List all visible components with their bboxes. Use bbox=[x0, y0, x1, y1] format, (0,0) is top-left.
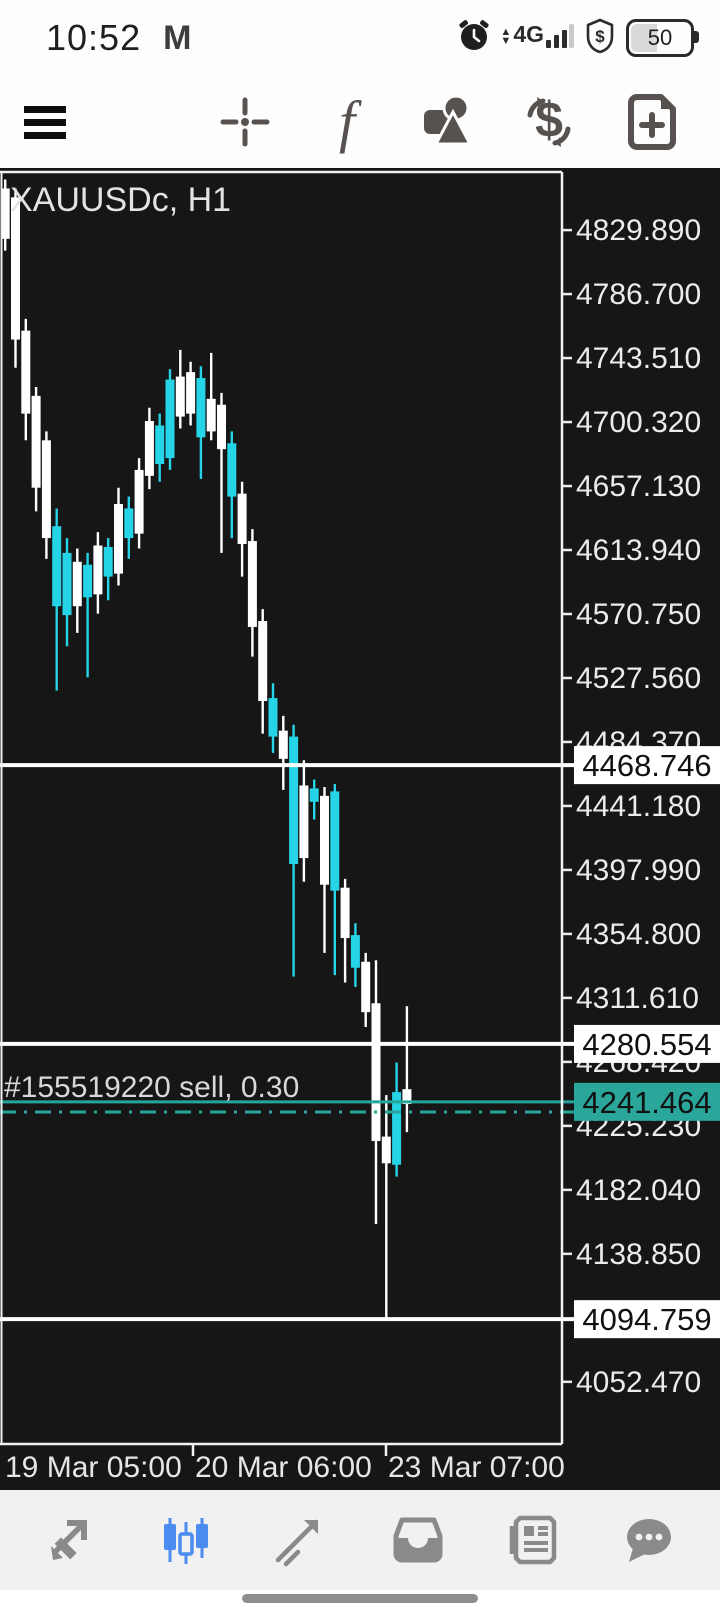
candle-body bbox=[11, 197, 20, 340]
price-badge-label: 4241.464 bbox=[582, 1085, 711, 1120]
price-badge bbox=[574, 1082, 720, 1121]
candle-body bbox=[330, 791, 340, 891]
time-tick-label: 19 Mar 05:00 bbox=[5, 1451, 182, 1484]
candle-body bbox=[52, 526, 62, 607]
price-tick-label: 4441.180 bbox=[576, 790, 701, 823]
candle-body bbox=[114, 504, 123, 574]
time-tick-label: 23 Mar 07:00 bbox=[388, 1451, 565, 1484]
menu-icon[interactable] bbox=[10, 76, 80, 168]
network-type-text: 4G bbox=[513, 20, 544, 47]
candle-body bbox=[186, 372, 196, 414]
candle-body bbox=[402, 1089, 412, 1104]
price-badge bbox=[574, 746, 720, 785]
price-tick-label: 4311.610 bbox=[576, 982, 699, 1015]
candle-body bbox=[83, 564, 93, 598]
price-badge bbox=[574, 1300, 720, 1339]
candle-body bbox=[62, 552, 72, 616]
candle-body bbox=[309, 788, 319, 802]
candle-body bbox=[103, 546, 113, 577]
chart-toolbar: f $ bbox=[0, 76, 720, 168]
candle-body bbox=[0, 188, 10, 239]
candle-body bbox=[237, 493, 247, 544]
chart-plot-area[interactable] bbox=[0, 168, 720, 1490]
candle-body bbox=[340, 887, 350, 939]
candle-body bbox=[227, 443, 237, 497]
status-bar: 10:52 M ▲ ▼ 4G $ 50 bbox=[0, 0, 720, 76]
price-tick-label: 4354.800 bbox=[576, 918, 701, 951]
candle-body bbox=[124, 508, 134, 539]
candle-body bbox=[392, 1092, 402, 1165]
candle-body bbox=[93, 545, 103, 595]
nav-quotes-icon[interactable] bbox=[26, 1504, 116, 1576]
time-tick-label: 20 Mar 06:00 bbox=[195, 1451, 372, 1484]
signal-bars-icon: ▲ ▼ 4G bbox=[500, 21, 574, 56]
candle-body bbox=[41, 440, 51, 539]
indicators-f-icon[interactable]: f bbox=[338, 89, 356, 154]
gmail-notification-icon: M bbox=[163, 18, 192, 57]
crosshair-icon[interactable] bbox=[210, 76, 280, 168]
candle-body bbox=[72, 561, 82, 607]
candle-body bbox=[134, 469, 144, 534]
candle-body bbox=[381, 1136, 391, 1164]
new-order-icon[interactable] bbox=[616, 76, 690, 168]
price-badge-label: 4094.759 bbox=[582, 1302, 711, 1337]
symbol-timeframe-label: XAUUSDc, H1 bbox=[10, 181, 232, 219]
nav-messages-icon[interactable] bbox=[604, 1504, 694, 1576]
price-badge bbox=[574, 1024, 720, 1063]
candle-body bbox=[371, 1003, 381, 1142]
candle-body bbox=[350, 935, 360, 968]
candle-body bbox=[278, 730, 288, 759]
candle-body bbox=[320, 795, 329, 885]
candle-body bbox=[258, 621, 268, 702]
bottom-nav-bar bbox=[0, 1490, 720, 1590]
price-tick-label: 4613.940 bbox=[576, 534, 701, 567]
candle-body bbox=[31, 395, 41, 488]
nav-news-icon[interactable] bbox=[489, 1504, 579, 1576]
candle-body bbox=[144, 421, 154, 476]
candle-body bbox=[299, 785, 309, 859]
candle-body bbox=[206, 398, 216, 432]
price-tick-label: 4829.890 bbox=[576, 214, 701, 247]
alarm-icon bbox=[457, 19, 491, 58]
candle-body bbox=[21, 330, 31, 414]
price-tick-label: 4527.560 bbox=[576, 662, 701, 695]
price-tick-label: 4657.130 bbox=[576, 470, 701, 503]
price-tick-label: 4397.990 bbox=[576, 854, 701, 887]
nav-history-icon[interactable] bbox=[373, 1504, 463, 1576]
nav-charts-icon[interactable] bbox=[141, 1504, 231, 1576]
gesture-area bbox=[0, 1590, 720, 1612]
price-tick-label: 4052.470 bbox=[576, 1366, 701, 1399]
candle-body bbox=[196, 378, 206, 438]
price-tick-label: 4570.750 bbox=[576, 598, 701, 631]
dollar-shield-icon: $ bbox=[583, 18, 617, 59]
candle-body bbox=[268, 698, 278, 737]
price-badge-label: 4280.554 bbox=[582, 1027, 711, 1062]
clock-text: 10:52 bbox=[46, 17, 142, 58]
price-badge-label: 4468.746 bbox=[582, 748, 711, 783]
candle-body bbox=[361, 961, 371, 1013]
price-tick-label: 4786.700 bbox=[576, 278, 701, 311]
price-tick-label: 4182.040 bbox=[576, 1174, 701, 1207]
battery-percent-text: 50 bbox=[647, 25, 673, 50]
svg-text:$: $ bbox=[595, 27, 605, 46]
candle-body bbox=[165, 379, 175, 459]
candle-body bbox=[289, 736, 299, 864]
price-tick-label: 4700.320 bbox=[576, 406, 701, 439]
price-tick-label: 4743.510 bbox=[576, 342, 701, 375]
nav-trade-icon[interactable] bbox=[257, 1504, 347, 1576]
objects-shapes-icon[interactable] bbox=[412, 76, 486, 168]
currency-trade-icon[interactable]: $ bbox=[512, 76, 586, 168]
candle-body bbox=[217, 404, 226, 450]
price-tick-label: 4138.850 bbox=[576, 1238, 701, 1271]
candle-body bbox=[175, 376, 185, 417]
open-position-label: #155519220 sell, 0.30 bbox=[4, 1071, 300, 1104]
candle-body bbox=[247, 541, 257, 627]
home-indicator[interactable] bbox=[242, 1594, 478, 1603]
battery-icon: 50 bbox=[626, 19, 699, 57]
candle-body bbox=[155, 425, 165, 464]
